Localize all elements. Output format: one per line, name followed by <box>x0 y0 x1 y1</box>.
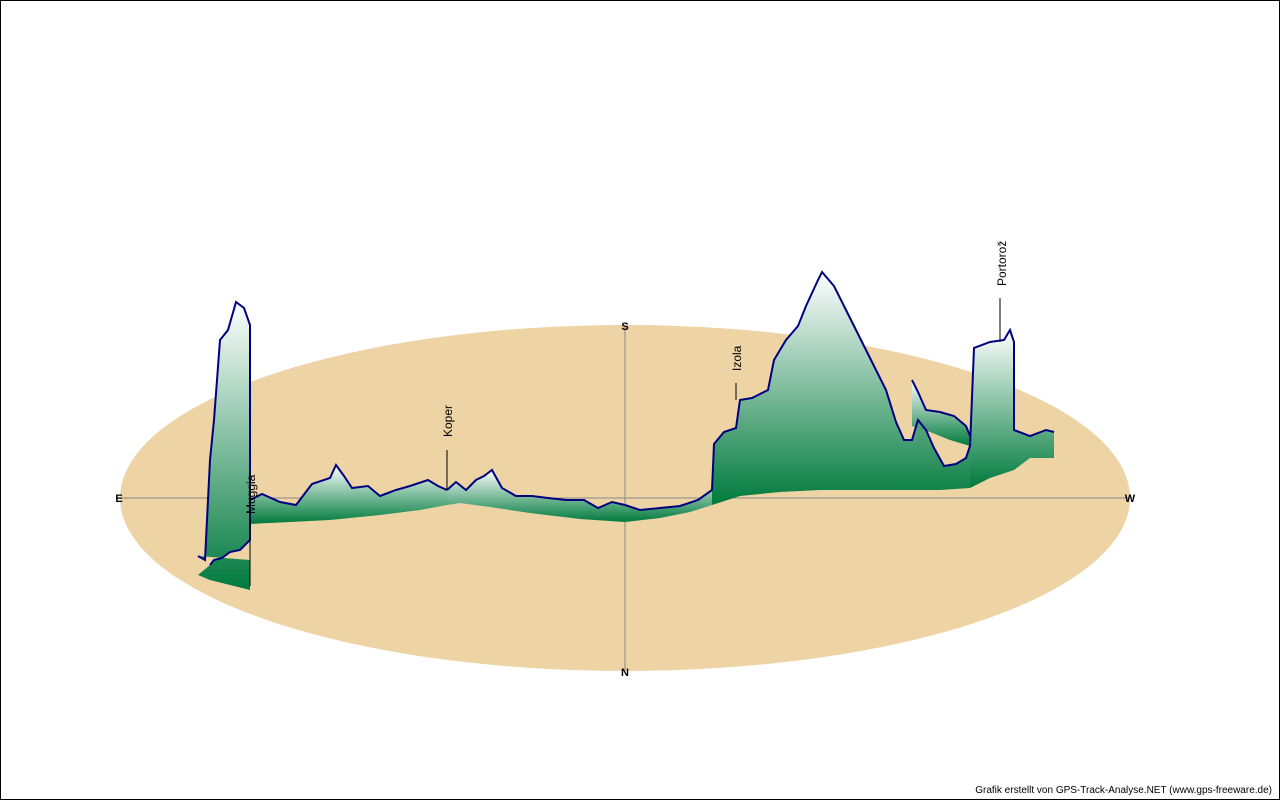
wall-muggia-loop-profile <box>197 300 251 566</box>
wall-koper-center-profile <box>446 468 713 512</box>
credit-text: Grafik erstellt von GPS-Track-Analyse.NE… <box>975 785 1272 796</box>
place-label-portoroz: Portorož <box>995 241 1009 286</box>
place-marker-portoroz: Portorož <box>995 241 1009 342</box>
wall-izola-hill <box>712 272 970 505</box>
compass-east-label: E <box>115 493 122 505</box>
wall-portoroz-profile <box>969 327 1055 447</box>
place-label-muggia: Muggia <box>244 474 258 514</box>
wall-inner-loop-profile <box>911 379 971 437</box>
place-label-izola: Izola <box>730 345 744 371</box>
compass-north-label: N <box>621 667 629 679</box>
place-label-koper: Koper <box>441 405 455 437</box>
place-marker-muggia: Muggia <box>244 470 258 586</box>
place-marker-izola: Izola <box>730 345 744 400</box>
wall-koper-center <box>447 470 712 522</box>
wall-muggia-koper <box>250 465 447 524</box>
wall-muggia-loop <box>198 302 250 590</box>
elevation-profile-line <box>197 270 1055 566</box>
wall-portoroz <box>970 330 1054 488</box>
compass-south-label: S <box>621 321 628 333</box>
compass-west-label: W <box>1125 493 1136 505</box>
wall-muggia-koper-profile <box>249 463 448 507</box>
wall-izola-hill-profile <box>711 270 971 491</box>
place-marker-koper: Koper <box>441 405 455 490</box>
